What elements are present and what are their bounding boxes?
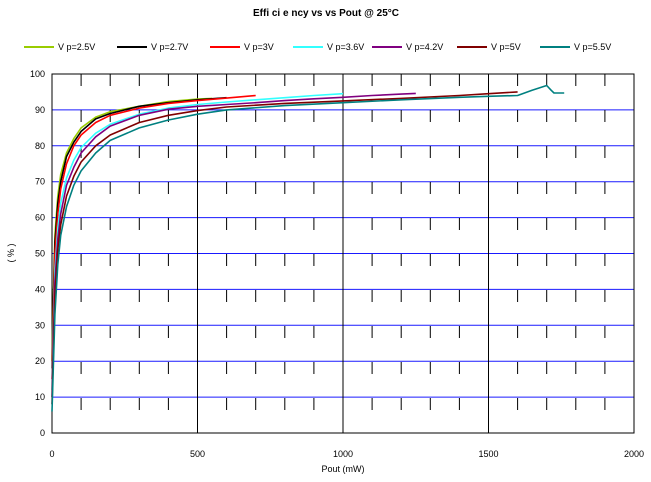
x-tick-label: 1500 [478, 449, 498, 459]
y-axis-label: ( % ) [6, 243, 16, 262]
y-tick-label: 30 [35, 320, 45, 330]
series-line-7 [51, 84, 565, 412]
x-axis-label: Pout (mW) [321, 464, 364, 474]
y-tick-label: 40 [35, 284, 45, 294]
y-tick-label: 70 [35, 177, 45, 187]
y-tick-labels: 0 10 20 30 40 50 60 70 80 90 100 [30, 69, 45, 438]
y-tick-label: 90 [35, 105, 45, 115]
chart-title: Effi ci e ncy vs vs Pout @ 25°C [253, 8, 399, 19]
x-tick-label: 500 [190, 449, 205, 459]
plot-area [51, 73, 635, 434]
legend-label: V p=5V [491, 42, 521, 52]
legend-label: V p=2.7V [151, 42, 188, 52]
y-tick-label: 20 [35, 356, 45, 366]
y-tick-label: 50 [35, 249, 45, 259]
x-tick-label: 2000 [624, 449, 644, 459]
y-tick-label: 80 [35, 141, 45, 151]
series-line-3 [51, 94, 256, 380]
legend-label: V p=5.5V [574, 42, 611, 52]
legend-item: V p=5.5V [540, 42, 611, 52]
legend-item: V p=3V [210, 42, 274, 52]
x-tick-label: 0 [49, 449, 54, 459]
x-tick-label: 1000 [333, 449, 353, 459]
y-tick-label: 0 [40, 428, 45, 438]
series-line-4 [51, 92, 344, 390]
legend: V p=2.5V V p=2.7V V p=3V V p=3.6V V p=4.2V V … [24, 42, 611, 52]
y-tick-label: 10 [35, 392, 45, 402]
legend-label: V p=3V [244, 42, 274, 52]
legend-label: V p=3.6V [327, 42, 364, 52]
series-line-6 [51, 91, 518, 405]
legend-item: V p=5V [457, 42, 521, 52]
series-group [51, 84, 565, 412]
x-tick-labels: 0 500 1000 1500 2000 [49, 449, 644, 459]
legend-item: V p=2.7V [117, 42, 188, 52]
legend-item: V p=2.5V [24, 42, 95, 52]
y-tick-label: 100 [30, 69, 45, 79]
legend-item: V p=3.6V [293, 42, 364, 52]
legend-label: V p=2.5V [58, 42, 95, 52]
series-line-5 [51, 92, 416, 398]
legend-label: V p=4.2V [406, 42, 443, 52]
y-tick-label: 60 [35, 213, 45, 223]
legend-item: V p=4.2V [372, 42, 443, 52]
grid [52, 74, 634, 433]
